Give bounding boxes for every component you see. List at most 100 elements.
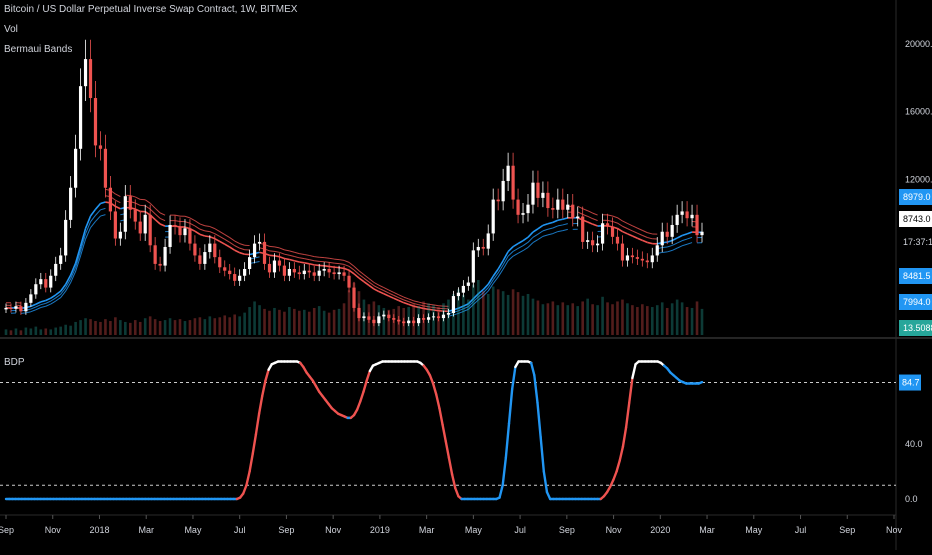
candle-body [651, 255, 654, 262]
band-segment [294, 256, 299, 257]
band-segment [593, 219, 598, 221]
candle-body [427, 317, 430, 320]
candle-body [323, 269, 326, 271]
candle-body [685, 211, 688, 218]
band-segment [637, 233, 642, 235]
candle-body [69, 188, 72, 220]
candle-body [621, 244, 624, 261]
candle-body [561, 200, 564, 210]
band-segment [150, 203, 155, 208]
volume-bar [149, 316, 152, 335]
band-segment [329, 258, 334, 259]
indicator-bdp-label[interactable]: BDP [4, 357, 25, 368]
band-segment [632, 226, 637, 228]
candle-body [536, 183, 539, 198]
oscillator-segment [544, 472, 547, 493]
band-segment [384, 291, 389, 293]
band-segment [200, 224, 205, 226]
band-segment [627, 234, 632, 236]
volume-bar [69, 326, 72, 335]
volume-bar [527, 294, 530, 335]
band-segment [637, 238, 642, 240]
volume-bar [49, 329, 52, 335]
band-segment [394, 295, 399, 297]
volume-bar [144, 318, 147, 335]
band-segment [553, 226, 558, 228]
candle-body [497, 200, 500, 202]
price-badge-text: 8743.0 [903, 214, 931, 224]
band-segment [86, 228, 91, 240]
band-segment [324, 258, 329, 259]
band-segment [578, 212, 583, 214]
band-segment [622, 221, 627, 223]
band-segment [563, 218, 568, 219]
candle-body [238, 276, 241, 281]
band-segment [205, 226, 210, 227]
band-segment [369, 285, 374, 289]
band-segment [523, 237, 528, 240]
oscillator-segment [446, 441, 449, 458]
time-tick-label: Sep [839, 525, 855, 535]
price-badge-text: 7994.0 [903, 297, 931, 307]
volume-bar [497, 289, 500, 335]
candle-body [278, 261, 281, 266]
oscillator-segment [367, 371, 370, 381]
candle-body [432, 316, 435, 317]
volume-bar [686, 307, 689, 335]
candle-body [671, 225, 674, 237]
volume-bar [209, 316, 212, 335]
candle-body [223, 267, 226, 270]
candle-body [49, 276, 52, 288]
band-segment [150, 209, 155, 214]
candle-body [99, 145, 102, 148]
band-segment [230, 238, 235, 241]
volume-bar [223, 315, 226, 335]
volume-bar [576, 306, 579, 335]
candle-body [109, 188, 112, 212]
band-segment [200, 234, 205, 236]
candle-body [283, 266, 286, 276]
volume-bar [30, 328, 33, 335]
candle-body [89, 59, 92, 98]
band-segment [334, 263, 339, 264]
candle-body [119, 232, 122, 239]
band-segment [284, 250, 289, 251]
band-segment [235, 250, 240, 252]
volume-bar [15, 328, 18, 335]
candle-body [641, 259, 644, 261]
band-segment [677, 235, 682, 238]
band-segment [41, 306, 46, 307]
band-segment [115, 194, 120, 197]
volume-bar [343, 303, 346, 335]
band-segment [508, 251, 513, 256]
band-segment [215, 234, 220, 237]
indicator-bands-label[interactable]: Bermaui Bands [4, 44, 72, 55]
time-tick-label: May [745, 525, 763, 535]
volume-bar [671, 303, 674, 335]
candle-body [14, 306, 17, 309]
candle-body [516, 200, 519, 215]
candle-body [134, 210, 137, 222]
volume-bar [119, 320, 122, 335]
volume-bar [263, 309, 266, 335]
oscillator-segment [620, 447, 623, 461]
volume-bar [462, 295, 465, 335]
band-segment [155, 220, 160, 224]
indicator-vol-label[interactable]: Vol [4, 24, 18, 35]
band-segment [309, 260, 314, 261]
time-tick-label: Mar [138, 525, 154, 535]
band-segment [51, 295, 56, 298]
band-segment [642, 235, 647, 237]
candle-body [159, 264, 162, 266]
candle-body [362, 316, 365, 318]
band-segment [294, 261, 299, 262]
band-segment [46, 298, 51, 300]
oscillator-segment [253, 434, 256, 453]
time-tick-label: Jul [795, 525, 807, 535]
candle-body [502, 181, 505, 201]
volume-bar [25, 328, 28, 335]
band-segment [613, 216, 618, 218]
candle-body [59, 255, 62, 263]
volume-bar [194, 318, 197, 335]
band-segment [558, 219, 563, 220]
